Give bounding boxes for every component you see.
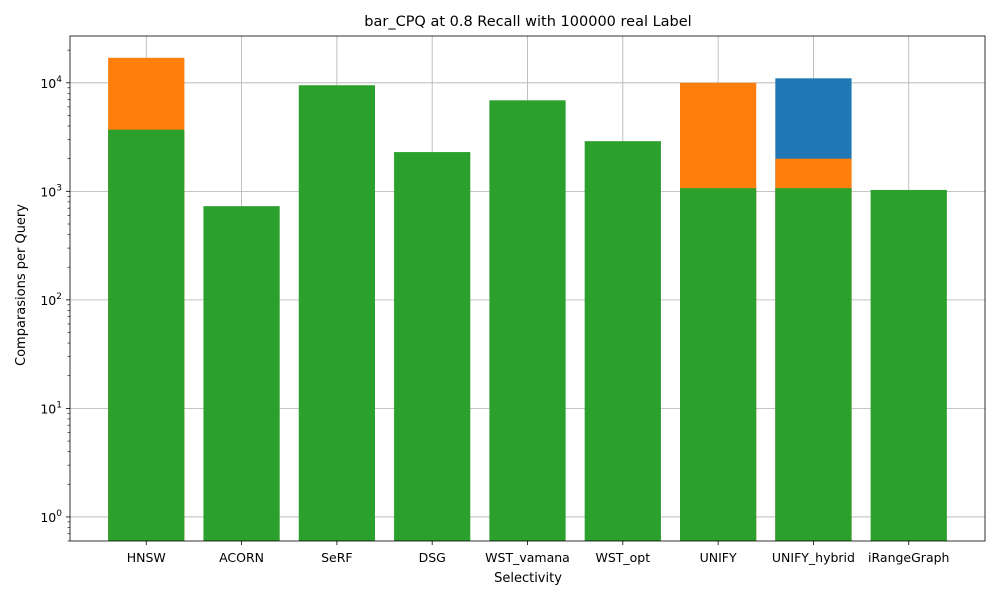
bar (298, 85, 375, 541)
x-tick-label: DSG (419, 550, 446, 565)
x-tick-label: UNIFY (700, 550, 737, 565)
bar (489, 100, 566, 541)
x-axis-label: Selectivity (494, 571, 562, 586)
x-tick-label: SeRF (321, 550, 353, 565)
bar (584, 141, 661, 541)
y-tick-label: 103 (40, 183, 62, 199)
bar (394, 152, 471, 541)
bar (680, 188, 757, 541)
bar (775, 188, 852, 541)
x-tick-label: WST_opt (595, 550, 650, 565)
y-tick-label: 102 (40, 292, 62, 308)
ticks-layer: HNSW ACORN SeRF DSG WST_vamana WST_opt UNIFY UN… (40, 49, 949, 565)
bar (108, 129, 185, 542)
bars-layer (108, 57, 947, 542)
chart-title: bar_CPQ at 0.8 Recall with 100000 real L… (364, 14, 691, 30)
y-tick-label: 101 (40, 400, 62, 416)
x-tick-label: HNSW (127, 550, 166, 565)
x-tick-label: iRangeGraph (868, 550, 949, 565)
y-tick-label: 104 (40, 75, 62, 91)
bar (870, 189, 947, 541)
y-tick-label: 100 (40, 509, 62, 525)
bar (203, 206, 280, 541)
y-axis-label: Comparasions per Query (14, 204, 29, 366)
x-tick-label: WST_vamana (485, 550, 570, 565)
x-tick-label: UNIFY_hybrid (772, 550, 855, 565)
x-tick-label: ACORN (219, 550, 264, 565)
